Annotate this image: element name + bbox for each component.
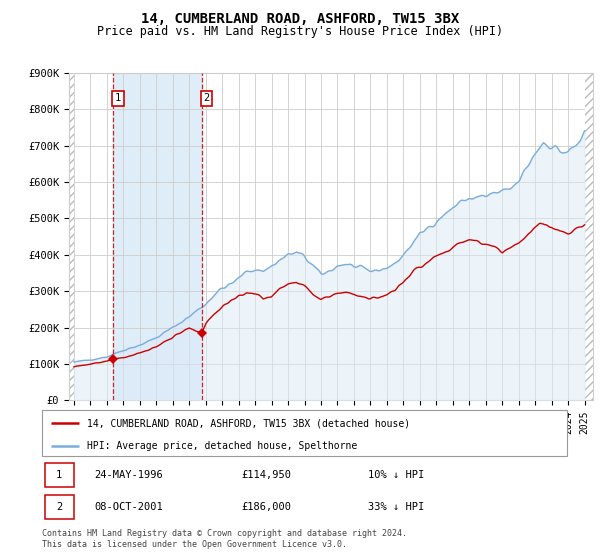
Text: 1: 1 xyxy=(115,94,121,103)
Text: 14, CUMBERLAND ROAD, ASHFORD, TW15 3BX (detached house): 14, CUMBERLAND ROAD, ASHFORD, TW15 3BX (… xyxy=(86,418,410,428)
Text: 24-MAY-1996: 24-MAY-1996 xyxy=(95,470,163,480)
Bar xyxy=(584,73,593,400)
FancyBboxPatch shape xyxy=(42,410,567,456)
Text: £114,950: £114,950 xyxy=(241,470,292,480)
Text: 1: 1 xyxy=(56,470,62,480)
Text: Price paid vs. HM Land Registry's House Price Index (HPI): Price paid vs. HM Land Registry's House … xyxy=(97,25,503,38)
Text: HPI: Average price, detached house, Spelthorne: HPI: Average price, detached house, Spel… xyxy=(86,441,357,451)
Bar xyxy=(584,73,593,400)
Bar xyxy=(113,73,202,400)
Text: 33% ↓ HPI: 33% ↓ HPI xyxy=(367,502,424,512)
Text: 08-OCT-2001: 08-OCT-2001 xyxy=(95,502,163,512)
Text: 10% ↓ HPI: 10% ↓ HPI xyxy=(367,470,424,480)
Text: 2: 2 xyxy=(56,502,62,512)
Text: 2: 2 xyxy=(203,94,209,103)
Text: £186,000: £186,000 xyxy=(241,502,292,512)
Bar xyxy=(69,73,74,400)
Bar xyxy=(69,73,74,400)
FancyBboxPatch shape xyxy=(44,495,74,520)
Text: 14, CUMBERLAND ROAD, ASHFORD, TW15 3BX: 14, CUMBERLAND ROAD, ASHFORD, TW15 3BX xyxy=(141,12,459,26)
FancyBboxPatch shape xyxy=(44,463,74,487)
Text: Contains HM Land Registry data © Crown copyright and database right 2024.
This d: Contains HM Land Registry data © Crown c… xyxy=(42,529,407,549)
